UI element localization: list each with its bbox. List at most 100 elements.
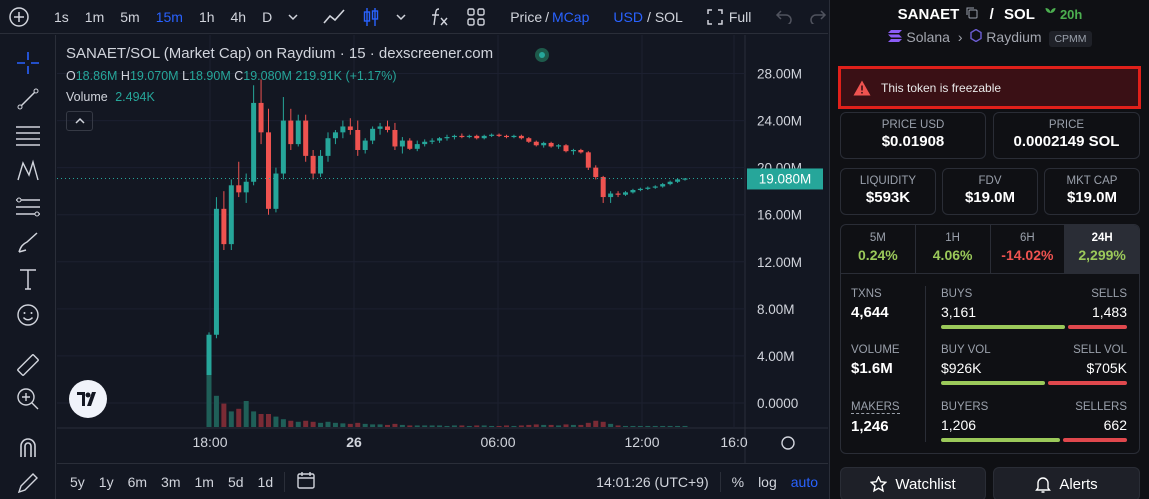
line-chart-button[interactable] <box>314 0 354 34</box>
range-1y[interactable]: 1y <box>98 473 114 490</box>
token-symbol[interactable]: SANAET <box>897 6 960 23</box>
dex-name[interactable]: Raydium <box>986 29 1042 45</box>
pool-type-badge: CPMM <box>1049 31 1092 47</box>
crosshair-tool[interactable] <box>14 49 42 77</box>
log-toggle[interactable]: log <box>758 473 777 490</box>
y-tick-label: 12.00M <box>757 255 802 270</box>
drawing-toolbar <box>0 35 56 499</box>
date-range-button[interactable] <box>289 470 323 493</box>
percent-toggle[interactable]: % <box>731 473 745 490</box>
range-5y[interactable]: 5y <box>70 473 85 490</box>
candle-body <box>414 144 420 149</box>
pair-title: SANAET / SOL 20h <box>830 6 1149 23</box>
candle-body <box>347 126 353 130</box>
horizontal-lines-icon <box>16 126 40 146</box>
range-1d[interactable]: 1d <box>257 473 274 490</box>
divider <box>925 286 926 442</box>
tf-15m[interactable]: 15m <box>155 8 183 25</box>
buy-vol-bar <box>941 381 1046 385</box>
chart-area[interactable]: 28.00M 24.00M 20.00M 16.00M 12.00M 8.00M 4.00M… <box>57 35 828 463</box>
collapse-legend-button[interactable] <box>66 111 93 131</box>
auto-toggle[interactable]: auto <box>790 473 818 490</box>
sol-option[interactable]: SOL <box>654 8 683 25</box>
makers-label: MAKERS <box>851 401 900 414</box>
tf-1h[interactable]: 1h <box>198 8 215 25</box>
projection-tool[interactable] <box>14 193 42 221</box>
range-1m[interactable]: 1m <box>194 473 214 490</box>
brush-tool[interactable] <box>14 229 42 257</box>
chain-name[interactable]: Solana <box>906 29 950 45</box>
candle-body <box>392 129 398 147</box>
tf-d[interactable]: D <box>262 8 273 25</box>
layouts-button[interactable] <box>458 0 494 34</box>
volume-bar <box>608 423 614 427</box>
tf-5m[interactable]: 5m <box>120 8 140 25</box>
volume-bar <box>325 421 331 427</box>
clock-time[interactable]: 14:01:26 (UTC+9) <box>596 473 709 490</box>
usd-option[interactable]: USD <box>613 8 643 25</box>
mcap-label: MKT CAP <box>1066 175 1118 187</box>
price-mcap-toggle[interactable]: Price / MCap <box>502 0 597 34</box>
candle-body <box>399 140 405 147</box>
fullscreen-button[interactable]: Full <box>699 0 760 34</box>
chevron-right-icon: › <box>957 29 963 45</box>
undo-button[interactable] <box>767 0 801 34</box>
mcap-option[interactable]: MCap <box>552 8 590 25</box>
candle-body <box>318 155 324 174</box>
quote-symbol: SOL <box>1004 6 1035 23</box>
tf-4h[interactable]: 4h <box>230 8 247 25</box>
volume-bar <box>474 425 480 427</box>
drawing-mode-tool[interactable] <box>14 469 42 497</box>
pattern-tool[interactable] <box>14 157 42 185</box>
tf-1s[interactable]: 1s <box>54 8 69 25</box>
candle-body <box>221 208 227 245</box>
candle-body <box>637 188 643 191</box>
slash-separator: / <box>646 8 651 25</box>
magnet-icon <box>20 438 36 457</box>
tab-5m[interactable]: 5M 0.24% <box>841 225 916 273</box>
range-5d[interactable]: 5d <box>227 473 244 490</box>
y-tick-label: 8.00M <box>757 302 795 317</box>
redo-button[interactable] <box>801 0 835 34</box>
range-3m[interactable]: 3m <box>161 473 181 490</box>
chart-type-dropdown-button[interactable] <box>388 0 414 34</box>
chevron-down-icon <box>396 13 406 20</box>
volume-bar <box>496 425 502 427</box>
volume-bar <box>310 421 316 427</box>
text-icon <box>20 269 36 290</box>
candlestick-chart[interactable]: 28.00M24.00M20.00M16.00M12.00M8.00M4.00M… <box>57 35 828 463</box>
candle-body <box>340 126 346 133</box>
fib-tool[interactable] <box>14 121 42 149</box>
tf-1m[interactable]: 1m <box>84 8 105 25</box>
trend-line-tool[interactable] <box>14 85 42 113</box>
volume-bar <box>533 424 539 427</box>
copy-icon <box>966 7 977 19</box>
tradingview-logo[interactable] <box>69 380 107 418</box>
alerts-button[interactable]: Alerts <box>993 467 1140 499</box>
watchlist-button[interactable]: Watchlist <box>840 467 986 499</box>
volume-bar <box>288 420 294 427</box>
candle-chart-button[interactable] <box>354 0 388 34</box>
timeframe-dropdown-button[interactable] <box>280 0 306 34</box>
magnet-tool[interactable] <box>14 433 42 461</box>
range-6m[interactable]: 6m <box>127 473 148 490</box>
measure-tool[interactable] <box>14 351 42 379</box>
zoom-tool[interactable] <box>14 385 42 413</box>
buyers-bar <box>941 438 1060 442</box>
warning-triangle-icon <box>853 80 871 95</box>
usd-sol-toggle[interactable]: USD / SOL <box>605 0 690 34</box>
fullscreen-label: Full <box>728 8 752 25</box>
candle-body <box>489 134 495 136</box>
add-symbol-button[interactable] <box>0 0 38 34</box>
price-option[interactable]: Price <box>510 8 543 25</box>
text-tool[interactable] <box>14 265 42 293</box>
sells-label: SELLS <box>1091 288 1127 300</box>
current-price-tag <box>747 168 823 190</box>
tab-1h[interactable]: 1H 4.06% <box>916 225 991 273</box>
tab-24h[interactable]: 24H 2,299% <box>1065 225 1139 273</box>
emoji-tool[interactable] <box>14 301 42 329</box>
indicators-button[interactable] <box>422 0 458 34</box>
watchlist-label: Watchlist <box>895 475 956 493</box>
volume-bar <box>444 425 450 427</box>
tab-6h[interactable]: 6H -14.02% <box>991 225 1066 273</box>
